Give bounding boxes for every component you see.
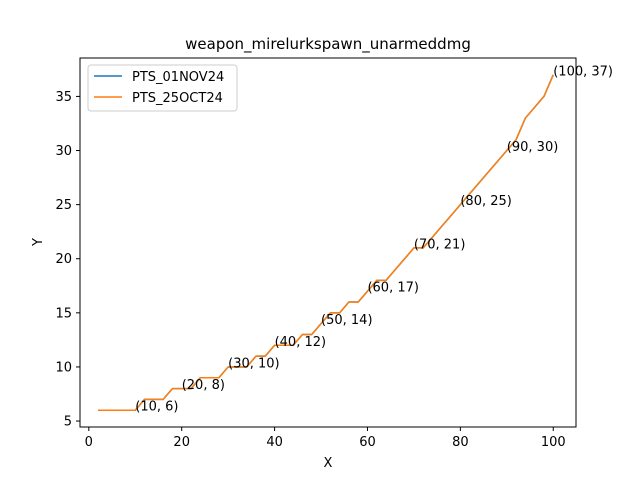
legend: PTS_01NOV24 PTS_25OCT24 (87, 64, 238, 112)
data-label: (60, 17) (367, 281, 419, 296)
y-tick-label: 30 (55, 144, 72, 159)
y-tick-label: 15 (55, 306, 72, 321)
data-label: (20, 8) (182, 378, 225, 393)
plot-frame (79, 57, 577, 428)
y-tick-label: 25 (55, 198, 72, 213)
plot-lines (98, 74, 554, 411)
x-tick-label: 80 (452, 435, 469, 450)
x-tick-label: 100 (541, 435, 566, 450)
x-tick-label: 40 (266, 435, 283, 450)
ticks: 0 20 40 60 80 100 5 10 15 20 25 30 35 (55, 90, 565, 450)
data-label: (100, 37) (553, 64, 613, 79)
x-tick-label: 20 (173, 435, 190, 450)
data-label: (30, 10) (228, 356, 280, 371)
y-tick-label: 5 (64, 415, 72, 430)
y-tick-label: 10 (55, 360, 72, 375)
data-label: (10, 6) (135, 400, 178, 415)
data-label: (50, 14) (321, 313, 373, 328)
legend-label: PTS_25OCT24 (132, 91, 223, 106)
x-axis-label: X (324, 456, 333, 471)
x-tick-label: 60 (359, 435, 376, 450)
series-line (98, 74, 554, 411)
chart-title: weapon_mirelurkspawn_unarmeddmg (185, 35, 471, 54)
y-tick-label: 20 (55, 252, 72, 267)
data-label: (70, 21) (414, 237, 466, 252)
y-axis-label: Y (31, 238, 46, 247)
x-tick-label: 0 (85, 435, 93, 450)
data-label: (90, 30) (507, 140, 559, 155)
annotations: (10, 6) (20, 8)(30, 10) (40, 12) (50, 14) (6… (135, 64, 613, 414)
data-label: (80, 25) (460, 194, 512, 209)
legend-box (87, 64, 238, 112)
legend-label: PTS_01NOV24 (132, 70, 224, 85)
data-label: (40, 12) (275, 335, 327, 350)
y-tick-label: 35 (55, 90, 72, 105)
